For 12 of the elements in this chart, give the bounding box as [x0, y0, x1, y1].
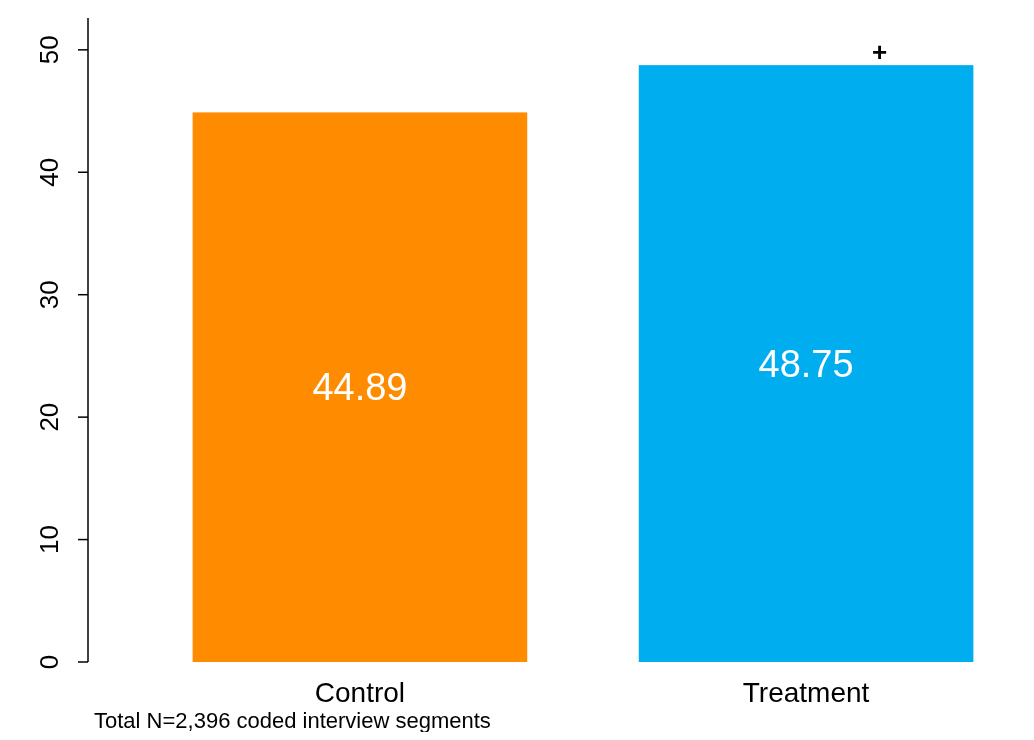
y-tick-label: 0: [34, 654, 64, 670]
y-tick-label: 10: [34, 525, 64, 555]
data-label: 44.89: [312, 366, 408, 409]
data-label: 48.75: [758, 342, 854, 385]
y-tick-label: 40: [34, 157, 64, 187]
text: Total N=2,396 coded interview segments: [94, 708, 491, 733]
x-tick-label: Control: [314, 677, 406, 708]
annotation: +: [872, 37, 888, 68]
y-tick-label: 50: [34, 35, 64, 65]
y-tick-label: 20: [34, 402, 64, 432]
y-tick-label: 30: [34, 280, 64, 310]
x-tick-label: Treatment: [742, 677, 870, 708]
